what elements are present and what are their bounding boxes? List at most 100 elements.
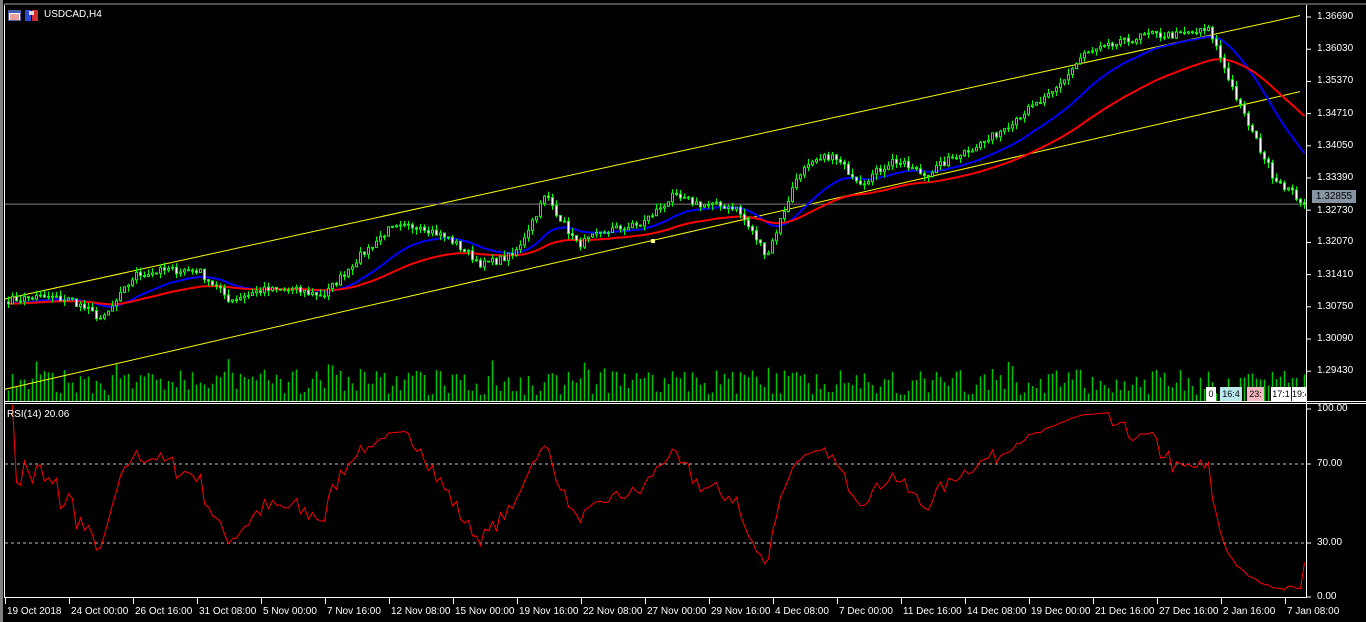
bull-candle: [1123, 37, 1126, 40]
bear-candle: [307, 289, 310, 296]
bear-candle: [623, 228, 626, 231]
bull-candle: [467, 250, 470, 253]
time-axis-label: 24 Oct 00:00: [71, 606, 129, 617]
bear-candle: [363, 251, 366, 255]
bear-candle: [267, 286, 270, 292]
bull-candle: [1055, 87, 1058, 93]
bear-candle: [407, 223, 410, 226]
bear-candle: [187, 269, 190, 272]
bull-candle: [23, 296, 26, 302]
bull-candle: [1071, 68, 1074, 75]
bull-candle: [591, 233, 594, 238]
window-border: [0, 0, 3, 622]
time-axis-label: 19 Dec 00:00: [1031, 606, 1091, 617]
bear-candle: [315, 292, 318, 296]
bull-candle: [1287, 187, 1290, 190]
bear-candle: [343, 274, 346, 277]
bear-candle: [1267, 158, 1270, 164]
event-marker[interactable]: 16:4: [1220, 387, 1242, 401]
bear-candle: [423, 226, 426, 232]
bear-candle: [955, 157, 958, 160]
bull-candle: [111, 305, 114, 312]
object-anchor-marker[interactable]: [651, 239, 655, 243]
bull-candle: [167, 267, 170, 271]
rsi-line: [12, 404, 1305, 590]
bear-candle: [1183, 31, 1186, 34]
bull-candle: [515, 248, 518, 256]
bull-candle: [963, 150, 966, 157]
bear-candle: [1171, 32, 1174, 39]
bull-candle: [79, 303, 82, 307]
event-marker[interactable]: 0: [1206, 387, 1216, 401]
bear-candle: [691, 197, 694, 205]
bull-candle: [595, 231, 598, 235]
bull-candle: [671, 192, 674, 203]
bull-candle: [735, 206, 738, 210]
bear-candle: [495, 258, 498, 265]
bear-candle: [731, 206, 734, 210]
bull-candle: [1187, 31, 1190, 34]
bear-candle: [1271, 162, 1274, 179]
bear-candle: [751, 226, 754, 232]
bear-candle: [915, 167, 918, 170]
bull-candle: [239, 297, 242, 301]
volume-bars: [7, 359, 1306, 401]
channel-upper-line: [4, 15, 1301, 300]
bull-candle: [159, 267, 162, 274]
chart-window-icon: [8, 10, 21, 21]
price-axis-label: 1.34050: [1317, 139, 1354, 151]
bear-candle: [451, 236, 454, 244]
event-marker[interactable]: 23:: [1247, 387, 1264, 401]
time-axis-label: 5 Nov 00:00: [263, 606, 317, 617]
bull-candle: [327, 287, 330, 297]
bear-candle: [83, 303, 86, 309]
bear-candle: [759, 239, 762, 244]
bull-candle: [107, 310, 110, 316]
bear-candle: [91, 306, 94, 312]
bull-candle: [987, 139, 990, 142]
event-marker[interactable]: 17:1: [1271, 387, 1291, 401]
bull-candle: [199, 268, 202, 274]
bear-candle: [435, 229, 438, 236]
bull-candle: [1011, 124, 1014, 129]
time-axis-label: 29 Nov 16:00: [711, 606, 771, 617]
bull-candle: [1047, 92, 1050, 98]
bear-candle: [283, 288, 286, 291]
bull-candle: [255, 290, 258, 294]
time-axis-label: 26 Oct 16:00: [135, 606, 193, 617]
time-axis-label: 27 Nov 00:00: [647, 606, 707, 617]
chart-title: USDCAD,H4: [44, 9, 102, 20]
bull-candle: [151, 272, 154, 276]
price-axis-label: 1.29430: [1317, 365, 1354, 377]
bear-candle: [1295, 189, 1298, 200]
bull-candle: [991, 132, 994, 141]
bear-candle: [1251, 125, 1254, 132]
bear-candle: [1259, 137, 1262, 153]
bear-candle: [15, 295, 18, 302]
rsi-axis-label: 70.00: [1317, 458, 1343, 469]
bull-candle: [491, 258, 494, 263]
bear-candle: [1191, 31, 1194, 34]
bull-candle: [1075, 63, 1078, 70]
ma-fast-line: [8, 35, 1306, 308]
bear-candle: [555, 205, 558, 216]
bear-candle: [1247, 112, 1250, 127]
bull-candle: [251, 292, 254, 296]
bear-candle: [1155, 30, 1158, 34]
bear-candle: [459, 240, 462, 250]
event-marker[interactable]: 19:4: [1292, 387, 1306, 401]
bull-candle: [507, 252, 510, 262]
bear-candle: [951, 156, 954, 159]
bear-candle: [567, 220, 570, 235]
bull-candle: [439, 232, 442, 236]
bull-candle: [959, 155, 962, 159]
bear-candle: [1127, 37, 1130, 43]
bull-candle: [291, 288, 294, 291]
bull-candle: [67, 297, 70, 301]
bull-candle: [791, 187, 794, 202]
bull-candle: [11, 295, 14, 305]
bear-candle: [1255, 130, 1258, 139]
bull-candle: [131, 279, 134, 286]
bear-candle: [843, 161, 846, 165]
